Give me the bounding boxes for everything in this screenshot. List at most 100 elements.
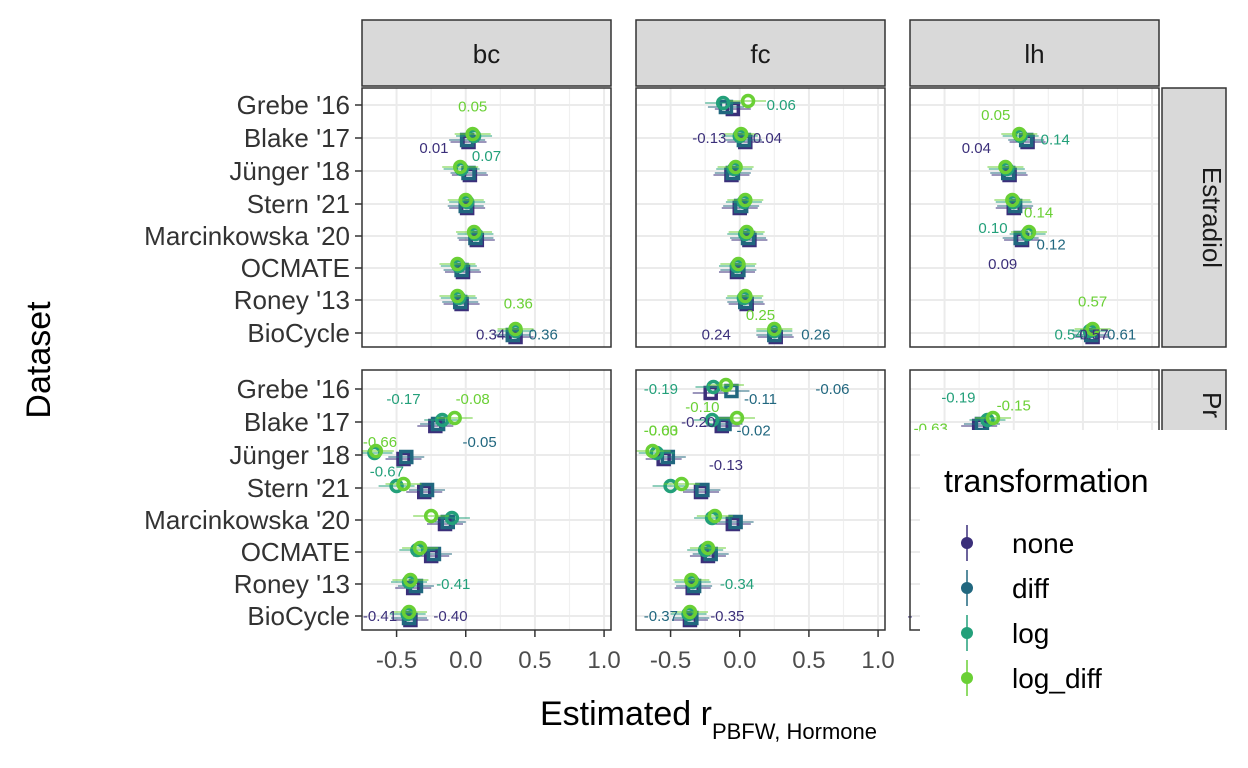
legend-label-none: none (1012, 528, 1074, 559)
data-label: 0.05 (458, 99, 487, 116)
strip-label-bc: bc (473, 39, 500, 69)
point-log_diff (508, 321, 523, 337)
panel-border (635, 87, 886, 348)
data-label: -0.40 (433, 608, 467, 625)
data-label: 0.01 (419, 140, 448, 157)
panel-border (361, 369, 612, 631)
panel-marks (705, 93, 794, 345)
point-log_diff (731, 256, 746, 272)
point-log_diff (423, 508, 439, 524)
strip-label-lh: lh (1024, 39, 1044, 69)
data-label: 0.61 (1107, 327, 1136, 344)
data-label: -0.37 (644, 608, 678, 625)
data-label: 0.06 (767, 97, 796, 114)
y-tick-label: Jünger '18 (229, 156, 350, 186)
point-log (704, 412, 720, 428)
strip-lh (909, 19, 1160, 87)
y-tick-label: BioCycle (247, 601, 350, 631)
point-log_diff (1021, 224, 1037, 240)
data-label: 0.12 (1036, 236, 1065, 253)
point-log (389, 478, 404, 494)
point-log_diff (718, 377, 734, 393)
data-label: -0.41 (436, 576, 470, 593)
x-axis-title: Estimated rPBFW, Hormone (540, 695, 877, 744)
data-label: -0.15 (997, 398, 1031, 415)
panel-border (909, 87, 1160, 348)
point-log_diff (707, 508, 723, 524)
panel-estradiol-fc: 0.06 -0.13 0.04 0.25 0.24 0.26 (635, 87, 886, 348)
point-log_diff (733, 126, 749, 142)
point-log_diff (450, 256, 465, 272)
strip-label-fc: fc (750, 39, 770, 69)
row-strip-label-estradiol: Estradiol (1197, 167, 1227, 268)
point-diff (728, 514, 743, 530)
point-log_diff (729, 410, 745, 426)
point-diff (695, 482, 710, 498)
data-label: -0.05 (462, 434, 496, 451)
x-tick-label: -0.5 (650, 647, 691, 674)
point-log_diff (645, 443, 660, 459)
point-log (715, 95, 731, 111)
point-log_diff (1085, 321, 1100, 337)
row-strip-label-pr: Pr (1197, 392, 1227, 418)
x-axis-title-main: Estimated r (540, 695, 712, 733)
point-log_diff (738, 288, 753, 304)
panel-background (636, 370, 885, 630)
y-tick-label: Grebe '16 (237, 374, 350, 404)
data-label: -0.06 (815, 381, 849, 398)
point-log_diff (674, 476, 689, 492)
point-log_diff (767, 321, 782, 337)
data-label: -0.13 (692, 130, 726, 147)
point-log_diff (985, 410, 1001, 426)
panel-background (362, 88, 611, 347)
data-label: 0.25 (746, 307, 775, 324)
y-tick-label: Blake '17 (244, 407, 350, 437)
data-label: 0.34 (476, 327, 505, 344)
data-label: -0.02 (736, 422, 770, 439)
y-tick-label: Marcinkowska '20 (144, 221, 350, 251)
y-tick-label: BioCycle (247, 318, 350, 348)
data-label: -0.66 (363, 434, 397, 451)
data-label: -0.20 (681, 414, 715, 431)
legend-title: transformation (944, 463, 1149, 499)
point-log_diff (1012, 126, 1027, 142)
legend-key-dot-log (961, 627, 973, 639)
point-diff (419, 482, 435, 498)
y-tick-label: Marcinkowska '20 (144, 505, 350, 535)
legend-label-diff: diff (1012, 573, 1049, 604)
panel-progesterone-bc: -0.17 -0.08 -0.66 -0.05 -0.67 -0.41 -0.41 -0.40 (361, 369, 612, 631)
data-label: -0.19 (644, 381, 678, 398)
panel-marks (362, 410, 473, 628)
data-label: 0.04 (962, 140, 991, 157)
data-label: 0.57 (1079, 327, 1108, 344)
data-label: 0.05 (981, 107, 1010, 124)
strip-bc (361, 19, 612, 87)
data-label: 0.09 (988, 256, 1017, 273)
data-label: -0.67 (370, 464, 404, 481)
x-tick-label: 0.0 (723, 647, 756, 674)
data-label: -0.35 (710, 608, 744, 625)
panel-marks (987, 126, 1111, 345)
y-tick-label: Stern '21 (247, 189, 350, 219)
data-label: -0.34 (720, 576, 754, 593)
data-label: 0.24 (702, 327, 731, 344)
x-tick-label: 0.0 (449, 647, 482, 674)
data-label: 0.36 (529, 327, 558, 344)
point-log_diff (998, 159, 1013, 175)
point-none (725, 516, 741, 532)
y-tick-label: OCMATE (241, 537, 350, 567)
data-label: -0.00 (644, 422, 678, 439)
y-tick-label: Blake '17 (244, 123, 350, 153)
data-label: -0.17 (386, 391, 420, 408)
panel-border (635, 369, 886, 631)
x-axis-title-subscript: PBFW, Hormone (712, 719, 877, 744)
y-tick-label: Roney '13 (234, 569, 350, 599)
y-tick-label: Stern '21 (247, 473, 350, 503)
data-label: -0.13 (709, 457, 743, 474)
data-label: 0.54 (1054, 327, 1083, 344)
x-tick-label: 1.0 (587, 647, 620, 674)
point-log_diff (450, 288, 465, 304)
legend-label-log_diff: log_diff (1012, 663, 1102, 694)
x-tick-label: -0.5 (376, 647, 417, 674)
